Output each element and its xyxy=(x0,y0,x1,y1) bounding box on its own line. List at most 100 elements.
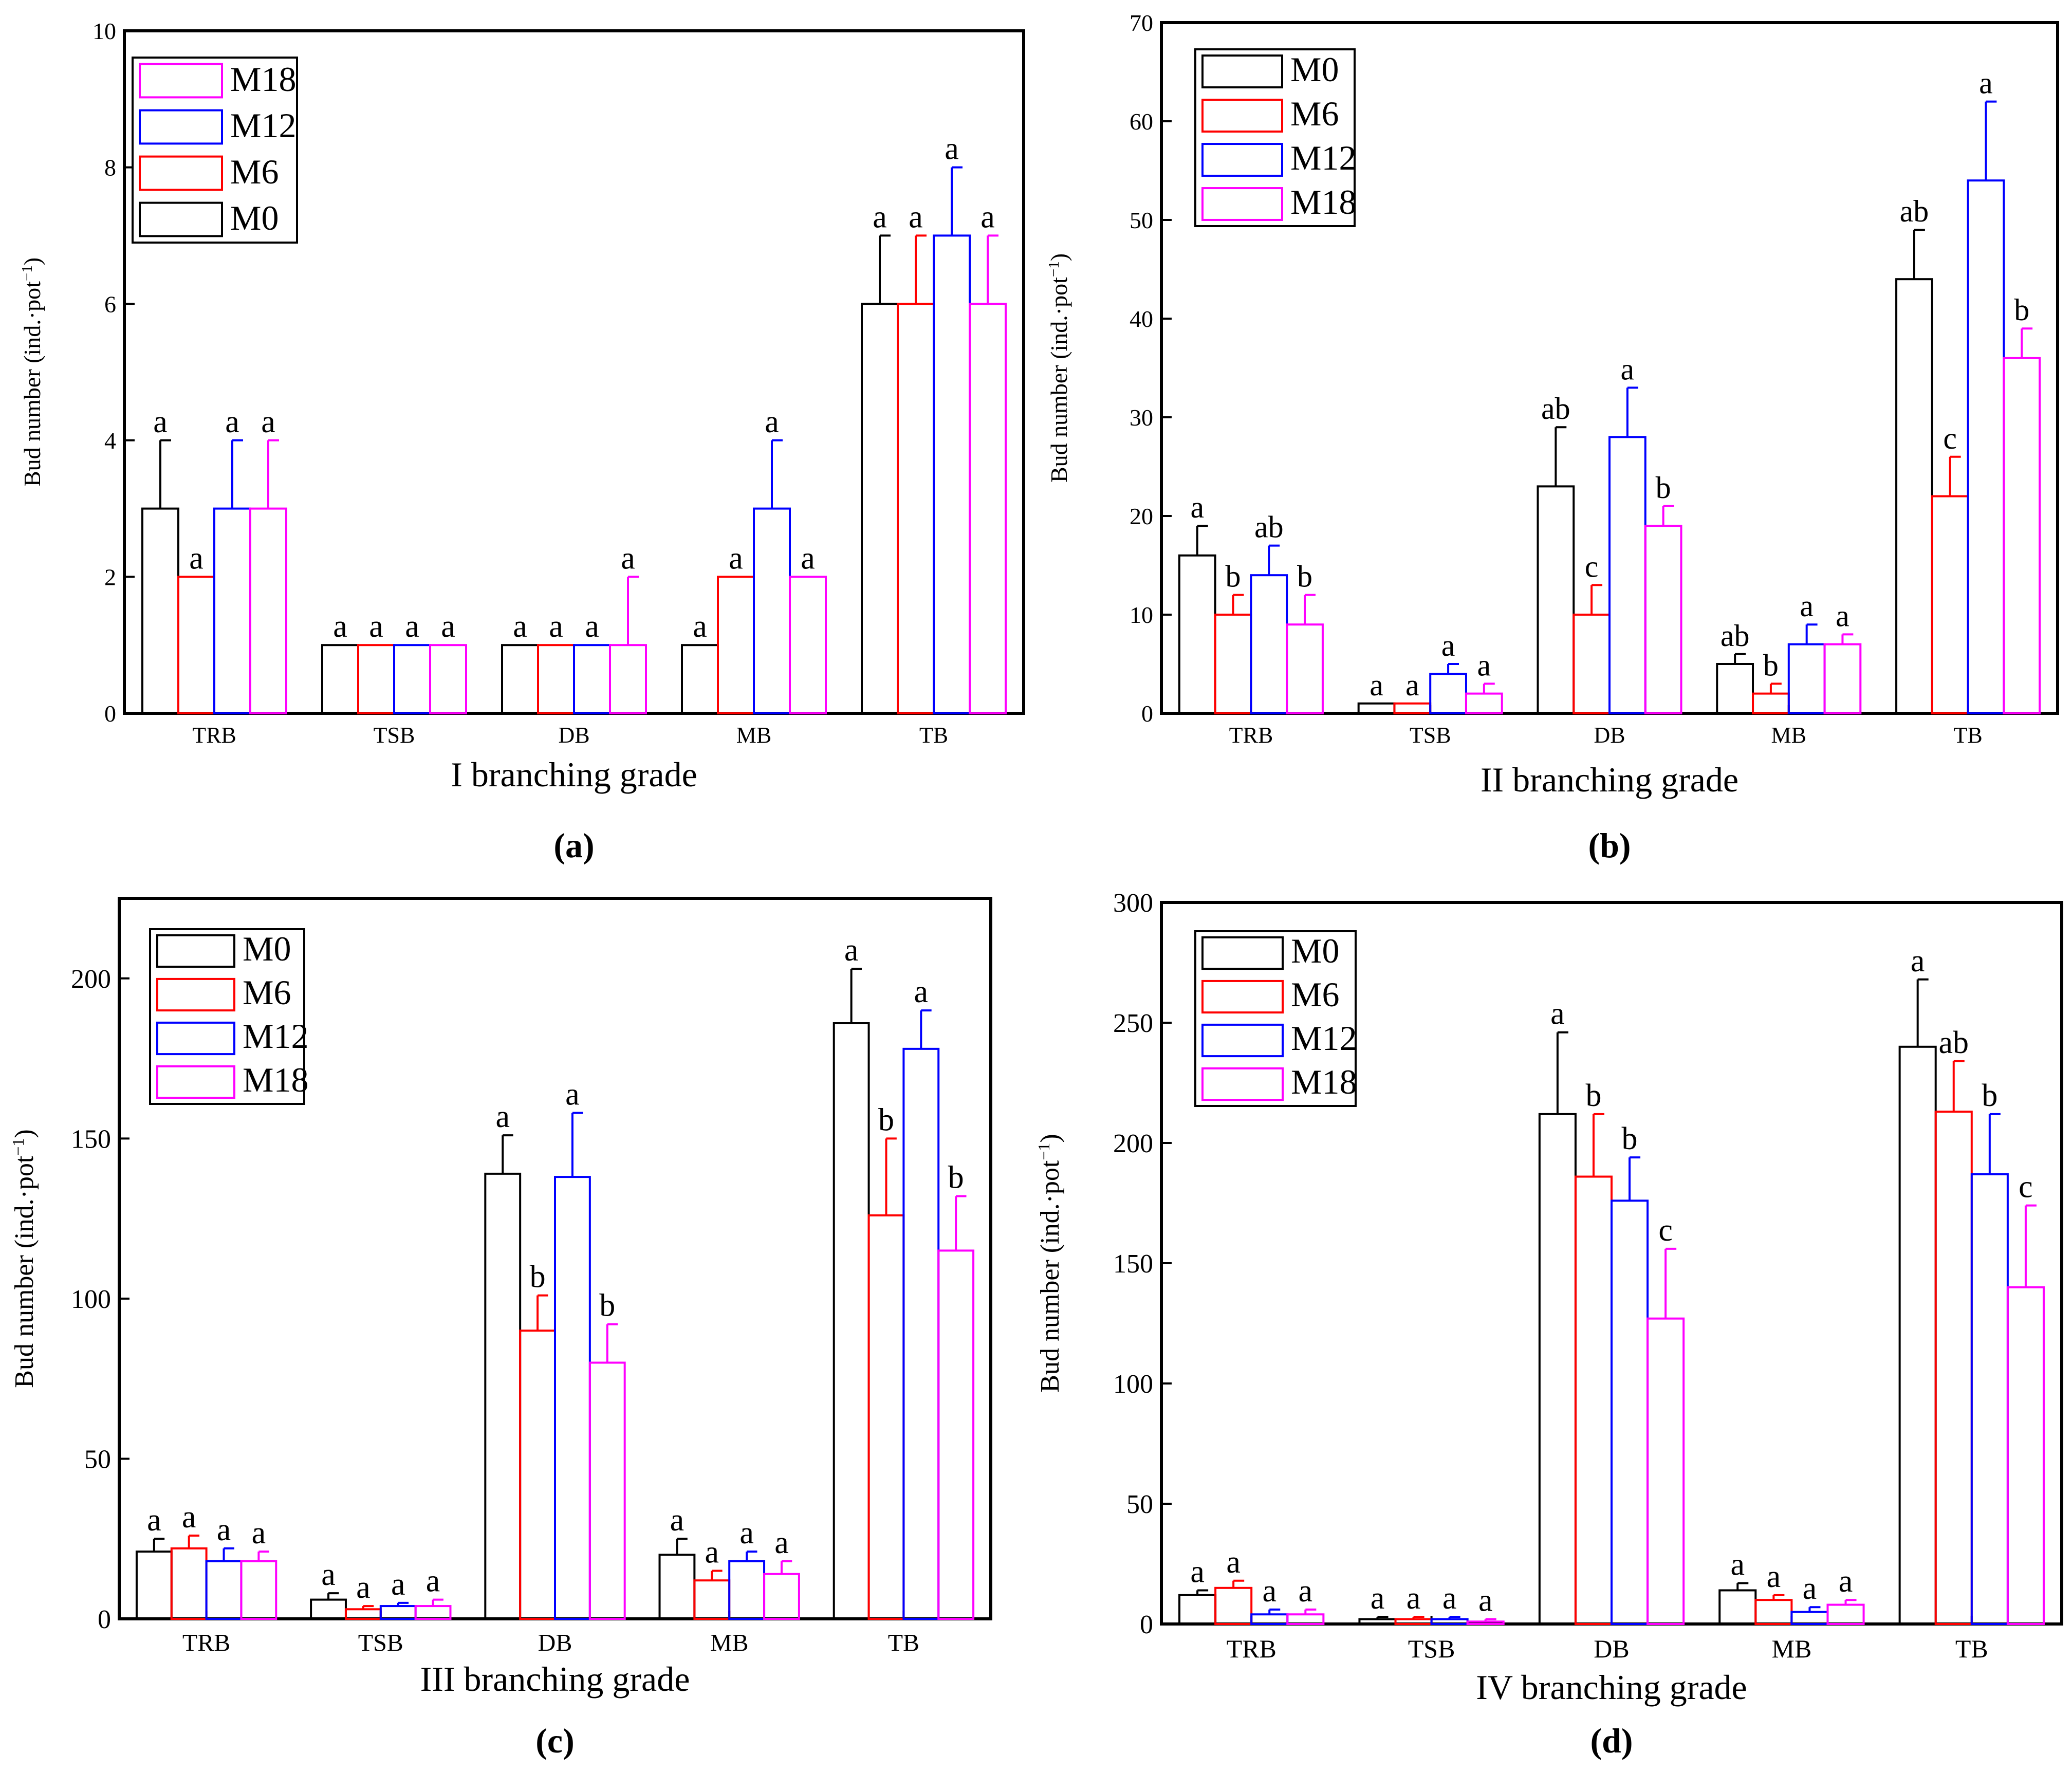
y-tick-label: 50 xyxy=(1126,1490,1153,1519)
bar xyxy=(789,576,827,715)
significance-letter: a xyxy=(369,609,383,644)
y-tick-label: 30 xyxy=(1130,404,1153,431)
significance-letter: a xyxy=(621,541,635,576)
y-tick-label: 0 xyxy=(1140,1610,1153,1639)
y-axis-label: Bud number (ind.·pot−1) xyxy=(1046,253,1072,483)
significance-letter: a xyxy=(1550,996,1565,1031)
bar xyxy=(1178,554,1216,715)
significance-letter: a xyxy=(1767,1559,1781,1594)
significance-letter: a xyxy=(565,1077,580,1112)
x-tick-label: DB xyxy=(1594,1634,1629,1663)
y-tick-label: 200 xyxy=(1113,1129,1153,1158)
bar xyxy=(321,644,359,714)
x-tick-label: TRB xyxy=(1227,1634,1276,1663)
bar xyxy=(240,1560,278,1620)
legend-swatch xyxy=(1201,936,1284,970)
x-tick-label: TRB xyxy=(182,1629,230,1656)
significance-letter: a xyxy=(1226,1545,1241,1580)
legend-swatch xyxy=(1201,1067,1284,1101)
significance-letter: a xyxy=(1299,1574,1313,1609)
bar xyxy=(1790,1611,1829,1626)
bar xyxy=(1970,1173,2009,1626)
bar xyxy=(1429,673,1467,714)
significance-letter: a xyxy=(914,974,929,1009)
significance-letter: a xyxy=(909,199,923,234)
y-tick-label: 100 xyxy=(1113,1370,1153,1399)
significance-letter: ab xyxy=(1720,619,1750,653)
significance-letter: a xyxy=(945,132,959,167)
significance-letter: c xyxy=(1585,549,1599,583)
legend-label: M6 xyxy=(1291,975,1339,1014)
significance-letter: a xyxy=(1407,1581,1421,1616)
significance-letter: a xyxy=(1803,1571,1817,1606)
bar xyxy=(1538,1113,1577,1626)
bar xyxy=(310,1598,347,1620)
significance-letter: b xyxy=(1226,560,1241,594)
y-tick-label: 150 xyxy=(71,1125,111,1154)
x-tick-label: TSB xyxy=(374,723,415,748)
legend-label: M6 xyxy=(230,152,279,191)
x-tick-label: DB xyxy=(1594,723,1625,748)
legend-swatch xyxy=(1201,143,1283,177)
y-tick-label: 6 xyxy=(104,291,116,317)
legend xyxy=(1194,48,1356,227)
bar xyxy=(1430,1618,1469,1625)
significance-letter: ab xyxy=(1938,1025,1969,1060)
bar xyxy=(1931,495,1969,714)
y-tick-label: 50 xyxy=(1130,207,1153,233)
bar xyxy=(141,507,179,714)
legend-swatch xyxy=(139,109,223,145)
significance-letter: a xyxy=(261,404,275,439)
panel-label: (c) xyxy=(535,1721,574,1760)
significance-letter: a xyxy=(1262,1574,1276,1609)
legend-label: M12 xyxy=(1291,1019,1357,1058)
y-axis-label: Bud number (ind.·pot−1) xyxy=(1034,1134,1065,1392)
significance-letter: a xyxy=(693,609,707,644)
legend-swatch xyxy=(1201,99,1283,133)
bar xyxy=(1608,436,1646,714)
x-tick-label: TSB xyxy=(358,1629,403,1656)
significance-letter: a xyxy=(739,1516,754,1550)
bar xyxy=(1646,1317,1685,1625)
significance-letter: c xyxy=(2019,1170,2033,1205)
x-tick-label: DB xyxy=(558,723,589,748)
significance-letter: a xyxy=(147,1503,161,1538)
significance-letter: b xyxy=(2014,293,2029,327)
legend-swatch xyxy=(156,1021,235,1056)
y-tick-label: 300 xyxy=(1113,889,1153,918)
legend xyxy=(132,57,298,244)
significance-letter: a xyxy=(1478,1583,1493,1618)
bar xyxy=(1394,1618,1433,1625)
bar xyxy=(937,1249,975,1620)
significance-letter: a xyxy=(549,609,563,644)
significance-letter: a xyxy=(217,1512,231,1547)
bar xyxy=(867,1214,905,1620)
significance-letter: a xyxy=(391,1567,405,1602)
bar xyxy=(1286,623,1324,714)
significance-letter: a xyxy=(1800,589,1814,623)
y-tick-label: 4 xyxy=(104,428,116,454)
x-tick-label: MB xyxy=(1771,1634,1811,1663)
significance-letter: a xyxy=(182,1500,196,1535)
legend-swatch xyxy=(1201,1023,1284,1058)
y-tick-label: 40 xyxy=(1130,306,1153,332)
significance-letter: a xyxy=(1836,599,1849,633)
significance-letter: a xyxy=(670,1503,684,1538)
x-tick-label: TB xyxy=(919,723,948,748)
legend-swatch xyxy=(156,934,235,968)
bar xyxy=(249,507,287,714)
significance-letter: a xyxy=(426,1564,440,1599)
significance-letter: a xyxy=(333,609,347,644)
bar xyxy=(969,303,1007,714)
bar xyxy=(1826,1603,1865,1626)
significance-letter: a xyxy=(980,199,995,234)
bar xyxy=(429,644,467,714)
y-tick-label: 50 xyxy=(84,1445,111,1474)
y-tick-label: 150 xyxy=(1113,1249,1153,1279)
legend-swatch xyxy=(139,155,223,191)
significance-letter: ab xyxy=(1900,194,1929,228)
significance-letter: a xyxy=(356,1570,371,1605)
bar xyxy=(1611,1199,1649,1626)
